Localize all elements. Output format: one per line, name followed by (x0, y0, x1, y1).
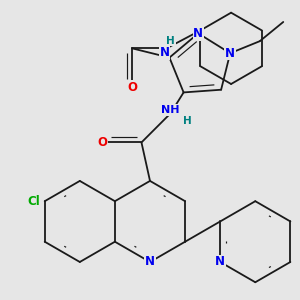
Text: H: H (167, 36, 175, 46)
Text: N: N (193, 27, 203, 40)
Text: N: N (215, 256, 225, 268)
Text: N: N (225, 47, 235, 60)
Text: H: H (183, 116, 192, 126)
Text: N: N (159, 46, 170, 59)
Text: Cl: Cl (28, 195, 40, 208)
Text: O: O (98, 136, 108, 149)
Text: NH: NH (161, 105, 180, 115)
Text: O: O (127, 80, 137, 94)
Text: N: N (145, 256, 155, 268)
